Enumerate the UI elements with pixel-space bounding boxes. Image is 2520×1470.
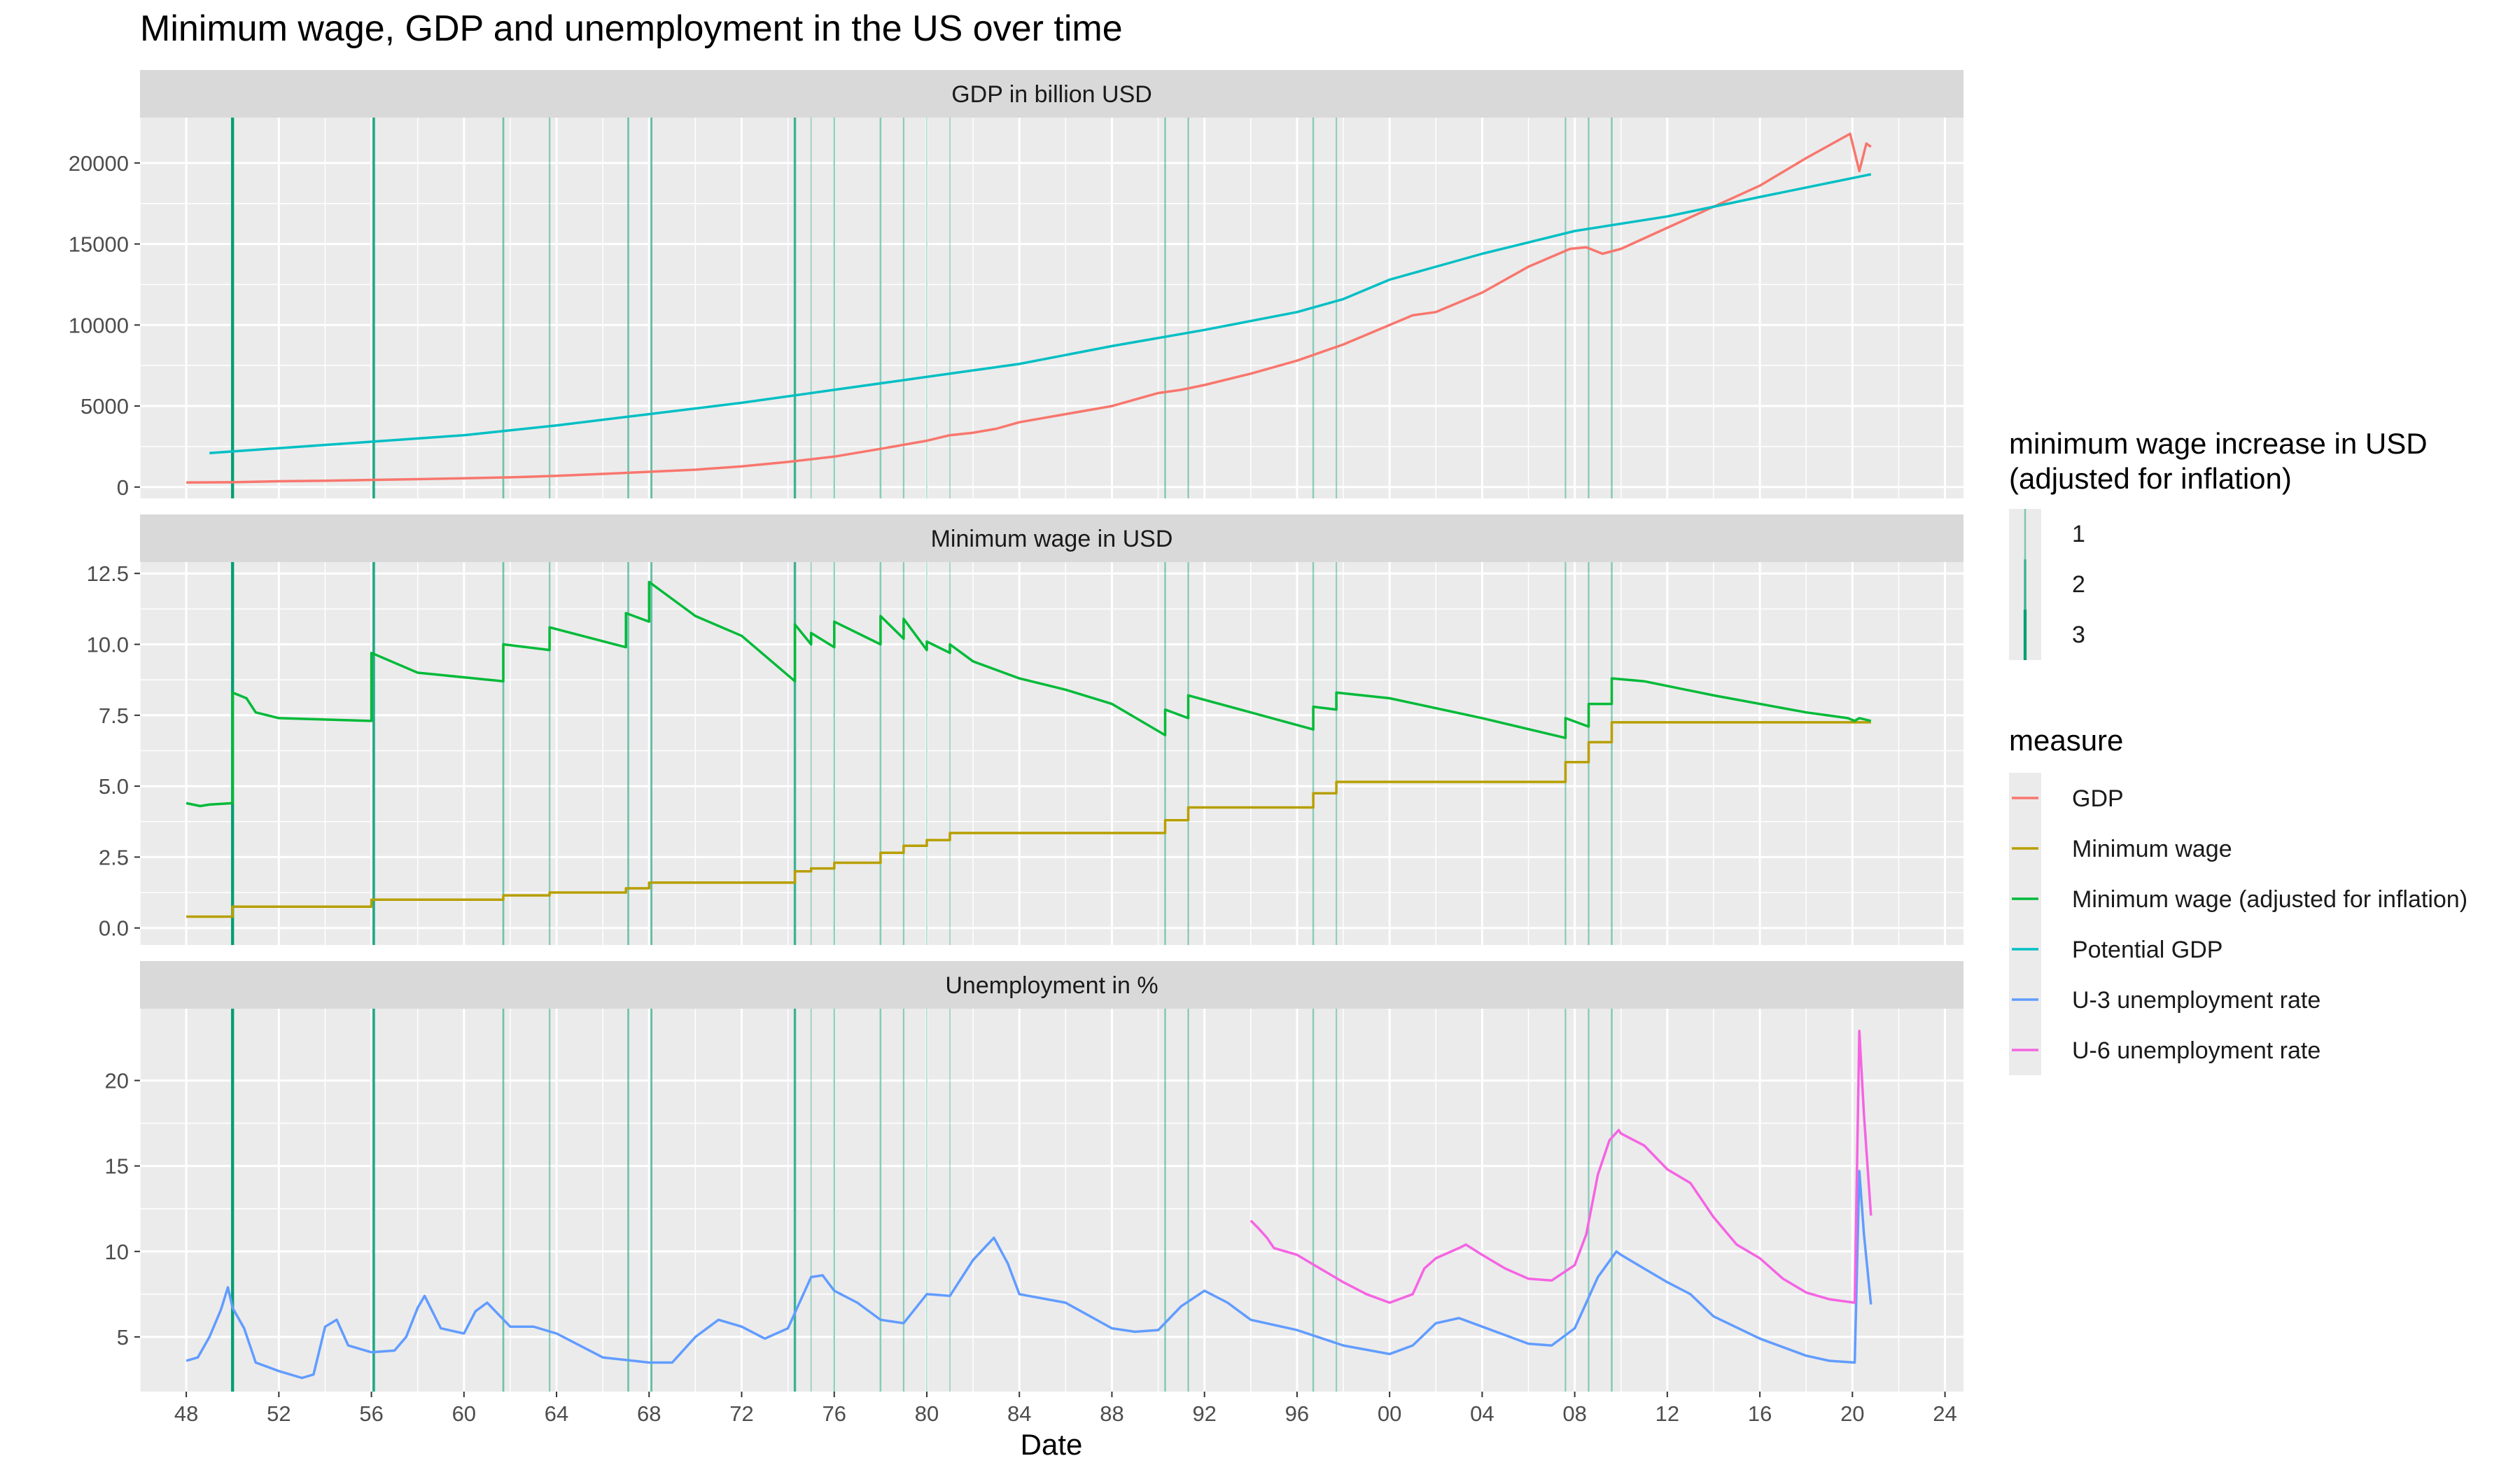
- chart-title: Minimum wage, GDP and unemployment in th…: [140, 8, 1123, 49]
- x-tick-label: 64: [545, 1401, 568, 1426]
- x-tick-label: 72: [729, 1401, 753, 1426]
- x-tick-label: 60: [452, 1401, 476, 1426]
- legend-increase-label: 3: [2072, 622, 2085, 648]
- x-tick-label: 48: [174, 1401, 198, 1426]
- x-tick-label: 96: [1285, 1401, 1309, 1426]
- y-tick-label: 10: [105, 1240, 129, 1264]
- y-tick-label: 0.0: [99, 916, 129, 941]
- legend-measure-label: Minimum wage (adjusted for inflation): [2072, 886, 2468, 913]
- y-tick-label: 5000: [80, 394, 129, 419]
- x-tick-label: 84: [1007, 1401, 1031, 1426]
- panel-strip: [140, 70, 1963, 118]
- legend-measure-keys: GDP Minimum wage Minimum wage (adjusted fo…: [2009, 773, 2468, 1075]
- x-tick-label: 92: [1192, 1401, 1216, 1426]
- panel-background: [140, 1009, 1963, 1392]
- x-axis: 48 52 56 60 64 68 72 76 80 84 88 92 96 00 04 08 12 16 20 24: [174, 1392, 1957, 1426]
- series-line-potential-gdp: [209, 173, 1872, 454]
- legend-measure-label: Minimum wage: [2072, 836, 2232, 862]
- x-tick-label: 20: [1840, 1401, 1864, 1426]
- panel-strip-title: GDP in billion USD: [951, 81, 1152, 108]
- panel-3: Unemployment in % 5 10 15 20: [105, 961, 1963, 1392]
- y-tick-label: 0: [117, 475, 129, 500]
- panel-strip-title: Minimum wage in USD: [931, 526, 1173, 552]
- chart-panels: GDP in billion USD 0 5000 10000 15000 20000 Mi…: [69, 70, 1963, 1392]
- x-tick-label: 04: [1470, 1401, 1494, 1426]
- y-tick-label: 5.0: [99, 774, 129, 799]
- legend-increase-title-line1: minimum wage increase in USD: [2009, 427, 2428, 460]
- y-tick-label: 7.5: [99, 704, 129, 728]
- series-line-u-3-unemployment-rate: [186, 1170, 1872, 1380]
- series-line-minimum-wage: [186, 721, 1871, 918]
- x-tick-label: 56: [359, 1401, 383, 1426]
- panel-background: [140, 118, 1963, 498]
- legend-increase-title-line2: (adjusted for inflation): [2009, 462, 2292, 495]
- y-tick-label: 10.0: [87, 633, 129, 657]
- x-tick-label: 12: [1656, 1401, 1679, 1426]
- panel-strip-title: Unemployment in %: [945, 972, 1158, 999]
- x-tick-label: 08: [1562, 1401, 1586, 1426]
- panel-background: [140, 562, 1963, 945]
- y-tick-label: 2.5: [99, 845, 129, 869]
- y-tick-label: 15000: [69, 232, 129, 257]
- series-group: [186, 132, 1872, 484]
- x-tick-label: 52: [267, 1401, 290, 1426]
- y-tick-label: 20000: [69, 151, 129, 176]
- legend-increase-key-bg: [2009, 509, 2041, 559]
- x-tick-label: 76: [822, 1401, 846, 1426]
- x-tick-label: 16: [1748, 1401, 1772, 1426]
- y-tick-label: 5: [117, 1325, 129, 1350]
- legend-measure-label: U-6 unemployment rate: [2072, 1037, 2320, 1064]
- series-line-gdp: [186, 132, 1872, 484]
- y-tick-label: 15: [105, 1154, 129, 1179]
- y-tick-label: 12.5: [87, 561, 129, 586]
- y-tick-label: 20: [105, 1069, 129, 1093]
- legend-increase-label: 2: [2072, 571, 2085, 598]
- series-line-u-6-unemployment-rate: [1250, 1029, 1872, 1304]
- legend-measure-label: GDP: [2072, 785, 2124, 812]
- x-tick-label: 00: [1378, 1401, 1401, 1426]
- legend-measure-label: U-3 unemployment rate: [2072, 987, 2320, 1014]
- panel-1: GDP in billion USD 0 5000 10000 15000 20000: [69, 70, 1963, 500]
- x-axis-title: Date: [1021, 1428, 1083, 1461]
- series-group: [186, 580, 1872, 918]
- legend-increase-label: 1: [2072, 521, 2085, 547]
- increase-events: [231, 1009, 1613, 1392]
- panel-strip: [140, 961, 1963, 1009]
- x-tick-label: 88: [1100, 1401, 1124, 1426]
- legend-measure-label: Potential GDP: [2072, 937, 2222, 963]
- x-tick-label: 80: [915, 1401, 939, 1426]
- series-line-minimum-wage-adjusted-for-inflation-: [186, 580, 1872, 808]
- y-tick-label: 10000: [69, 313, 129, 337]
- series-group: [186, 1029, 1872, 1380]
- panel-2: Minimum wage in USD 0.0 2.5 5.0 7.5 10.0 12.5: [87, 514, 1963, 945]
- legend-increase-keys: 1 2 3: [2009, 509, 2085, 660]
- panel-strip: [140, 514, 1963, 562]
- legend: minimum wage increase in USD (adjusted f…: [2009, 427, 2468, 1075]
- legend-measure-title: measure: [2009, 724, 2123, 757]
- x-tick-label: 68: [637, 1401, 661, 1426]
- x-tick-label: 24: [1933, 1401, 1956, 1426]
